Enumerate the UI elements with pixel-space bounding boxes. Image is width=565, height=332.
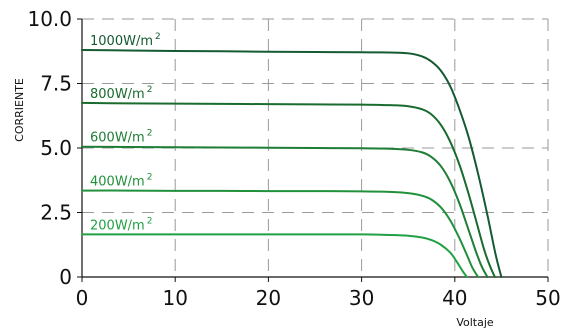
series-line (81, 189, 480, 278)
axes (77, 18, 549, 282)
series-label: 1000W/m 2 (90, 32, 161, 49)
x-tick-label: 20 (256, 286, 281, 310)
series-labels: 1000W/m 2 800W/m 2 600W/m 2 400W/m 2 200W/m 2 (90, 32, 161, 233)
y-tick-label: 10.0 (27, 7, 72, 31)
series-label: 400W/m 2 (90, 173, 152, 190)
series-line (81, 101, 496, 278)
y-axis-title: CORRIENTE (13, 78, 26, 142)
series-label: 800W/m 2 (90, 85, 152, 102)
x-tick-label: 30 (349, 286, 374, 310)
y-tick-label: 5.0 (40, 136, 72, 160)
y-tick-label: 7.5 (40, 72, 72, 96)
y-tick-label: 0 (59, 265, 72, 289)
series-line (81, 145, 489, 278)
x-axis-title: Voltaje (456, 316, 494, 329)
series-line (81, 233, 468, 278)
x-tick-label: 0 (76, 286, 89, 310)
tick-labels: 0 10 20 30 40 50 0 2.5 5.0 7.5 10.0 (27, 7, 560, 310)
series-line (81, 48, 503, 278)
series-lines (81, 48, 503, 278)
series-label: 600W/m 2 (90, 129, 152, 146)
y-tick-label: 2.5 (40, 201, 72, 225)
series-label: 200W/m 2 (90, 216, 152, 233)
x-tick-label: 50 (535, 286, 560, 310)
x-tick-label: 40 (442, 286, 467, 310)
x-tick-label: 10 (162, 286, 187, 310)
